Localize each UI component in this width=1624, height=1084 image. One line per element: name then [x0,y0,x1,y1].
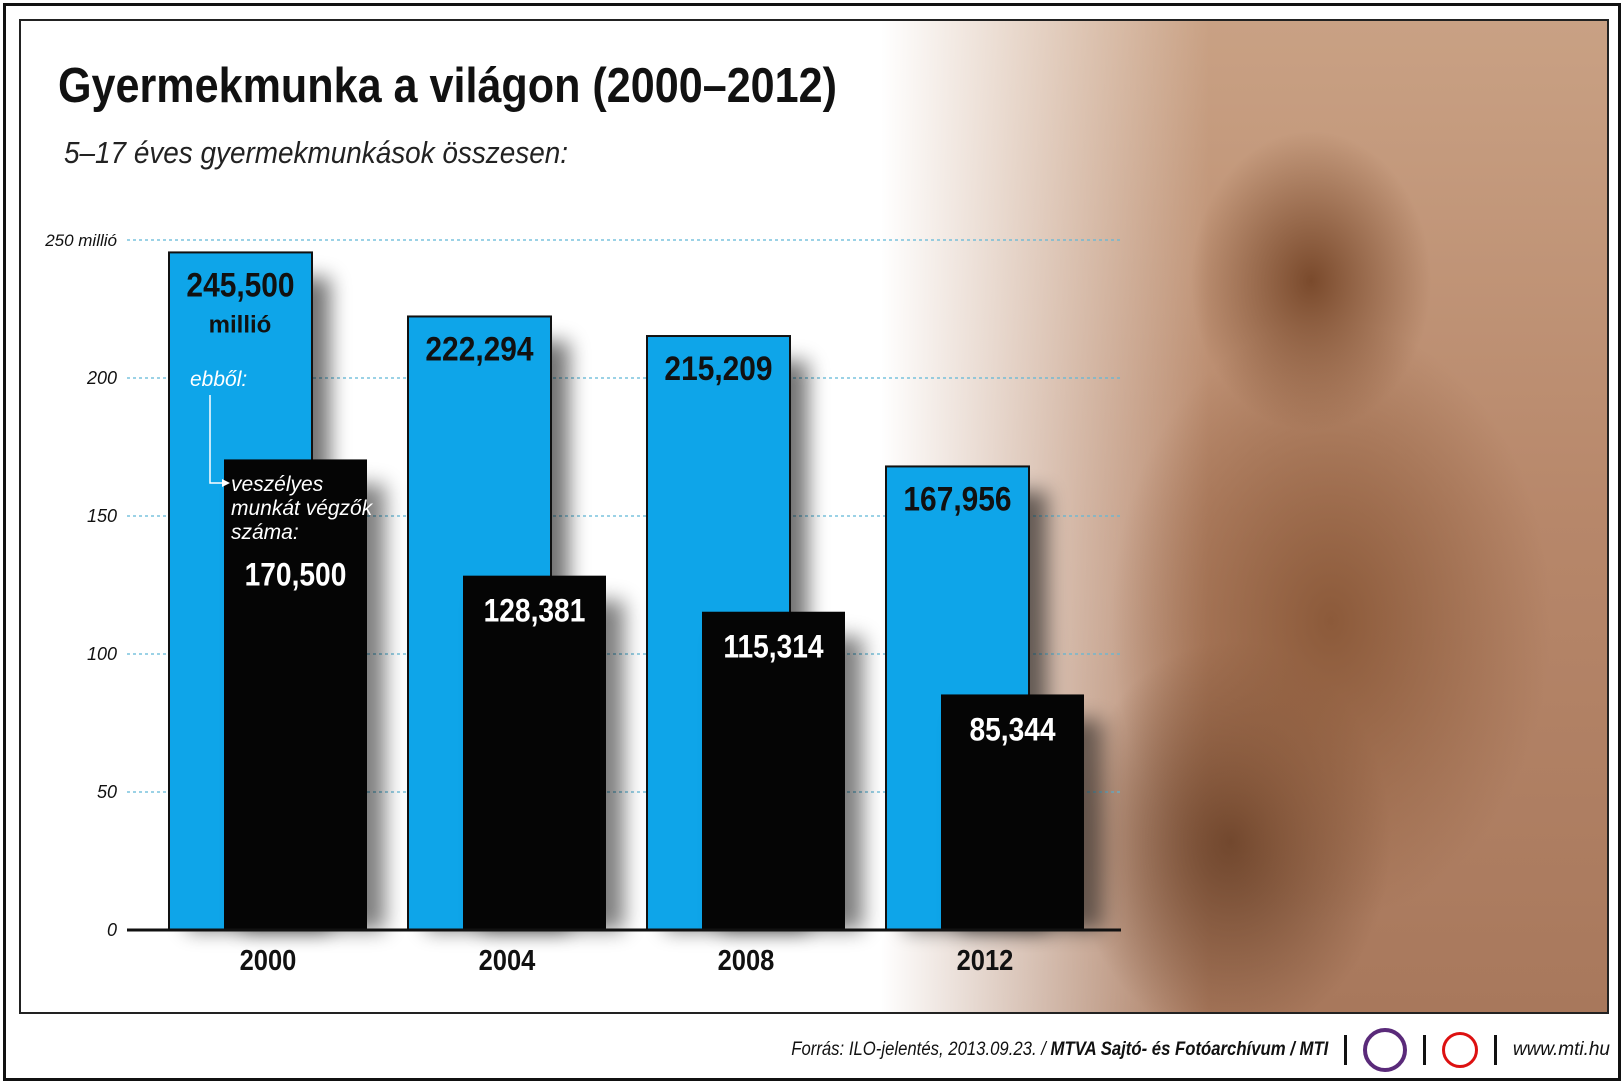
x-tick-label: 2004 [479,943,536,976]
footer: Forrás: ILO-jelentés, 2013.09.23. / MTVA… [0,1028,1610,1072]
value-label-total: 215,209 [664,349,772,387]
source-text: Forrás: ILO-jelentés, 2013.09.23. / MTVA… [790,1039,1328,1060]
y-tick-label: 100 [87,644,117,664]
value-label-hazardous: 128,381 [484,594,586,629]
annotation-hazardous: munkát végzők [231,497,374,520]
x-tick-label: 2012 [957,943,1014,976]
y-tick-label: 250 millió [44,231,117,250]
outer-frame [3,3,1621,1081]
unit-label: millió [209,311,272,338]
chart-subtitle: 5–17 éves gyermekmunkások összesen: [64,135,569,170]
bar-hazardous-2008 [702,611,845,930]
value-label-total: 167,956 [903,480,1011,518]
bar-hazardous-2000 [224,459,367,930]
mti-logo [1441,1032,1478,1068]
bar-hazardous-2004 [463,575,606,930]
x-tick-label: 2008 [718,943,775,976]
mtva-logo [1362,1028,1407,1072]
website-link[interactable]: www.mti.hu [1512,1039,1610,1060]
annotation-hazardous: veszélyes [231,473,324,496]
y-tick-label: 200 [86,368,117,388]
value-label-hazardous: 170,500 [245,558,347,593]
annotation-ebbol: ebből: [190,368,247,391]
x-tick-label: 2000 [240,943,297,976]
annotation-arrow [209,395,224,484]
value-label-total: 222,294 [425,330,533,368]
divider [1422,1035,1426,1065]
chart-title: Gyermekmunka a világon (2000–2012) [58,59,837,113]
divider [1343,1035,1347,1065]
value-label-hazardous: 115,314 [723,630,823,665]
value-label-hazardous: 85,344 [969,713,1055,748]
divider [1493,1035,1497,1065]
arrow-head-icon [222,479,230,487]
annotation-hazardous: száma: [231,521,299,544]
y-tick-label: 150 [87,506,117,526]
y-tick-label: 0 [107,920,117,940]
y-tick-label: 50 [97,782,117,802]
value-label-total: 245,500 [186,266,294,304]
bar-hazardous-2012 [941,694,1084,930]
